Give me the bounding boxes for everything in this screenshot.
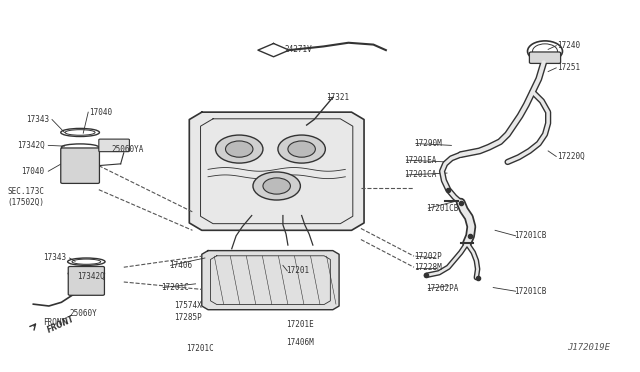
Text: 17201CB: 17201CB [514, 231, 546, 240]
FancyBboxPatch shape [99, 139, 129, 152]
Circle shape [225, 141, 253, 157]
Text: 17201C: 17201C [186, 344, 214, 353]
Text: 25060Y: 25060Y [70, 309, 97, 318]
Text: 24271V: 24271V [284, 45, 312, 54]
Text: 25060YA: 25060YA [111, 145, 144, 154]
Circle shape [263, 178, 291, 194]
Text: 17406: 17406 [170, 261, 193, 270]
Text: 17406M: 17406M [286, 339, 314, 347]
Text: 17040: 17040 [21, 167, 45, 176]
Text: FRONT: FRONT [43, 318, 66, 327]
Text: 17201EA: 17201EA [404, 155, 437, 165]
Text: 17201CA: 17201CA [404, 170, 437, 179]
FancyBboxPatch shape [61, 148, 99, 183]
Text: 17574X: 17574X [173, 301, 202, 311]
Polygon shape [202, 251, 339, 310]
Text: 17343: 17343 [43, 253, 66, 263]
Text: 17343: 17343 [26, 115, 49, 124]
FancyBboxPatch shape [68, 266, 104, 295]
Polygon shape [189, 112, 364, 230]
Text: 17228M: 17228M [414, 263, 442, 272]
Text: SEC.173C
(17502Q): SEC.173C (17502Q) [8, 187, 45, 207]
Text: 17201: 17201 [286, 266, 309, 275]
Text: 17201C: 17201C [161, 283, 189, 292]
Text: 17202PA: 17202PA [426, 284, 459, 293]
Text: 17220Q: 17220Q [557, 152, 585, 161]
Text: 17040: 17040 [90, 108, 113, 117]
Circle shape [216, 135, 263, 163]
Text: FRONT: FRONT [46, 314, 76, 335]
Text: J172019E: J172019E [568, 343, 611, 352]
Polygon shape [258, 44, 289, 57]
Text: 17285P: 17285P [173, 312, 202, 321]
Text: 17240: 17240 [557, 41, 580, 50]
Text: 17201E: 17201E [286, 320, 314, 329]
Text: 17202P: 17202P [414, 251, 442, 261]
Circle shape [253, 172, 300, 200]
Text: 17342Q: 17342Q [77, 272, 105, 281]
Text: 17290M: 17290M [414, 139, 442, 148]
FancyBboxPatch shape [529, 52, 561, 63]
Text: 17201CB: 17201CB [514, 287, 546, 296]
Text: 17321: 17321 [326, 93, 349, 102]
Circle shape [278, 135, 325, 163]
Text: 17342Q: 17342Q [17, 141, 45, 150]
Text: 17201CB: 17201CB [426, 203, 459, 213]
Circle shape [288, 141, 316, 157]
Text: 17251: 17251 [557, 63, 580, 72]
